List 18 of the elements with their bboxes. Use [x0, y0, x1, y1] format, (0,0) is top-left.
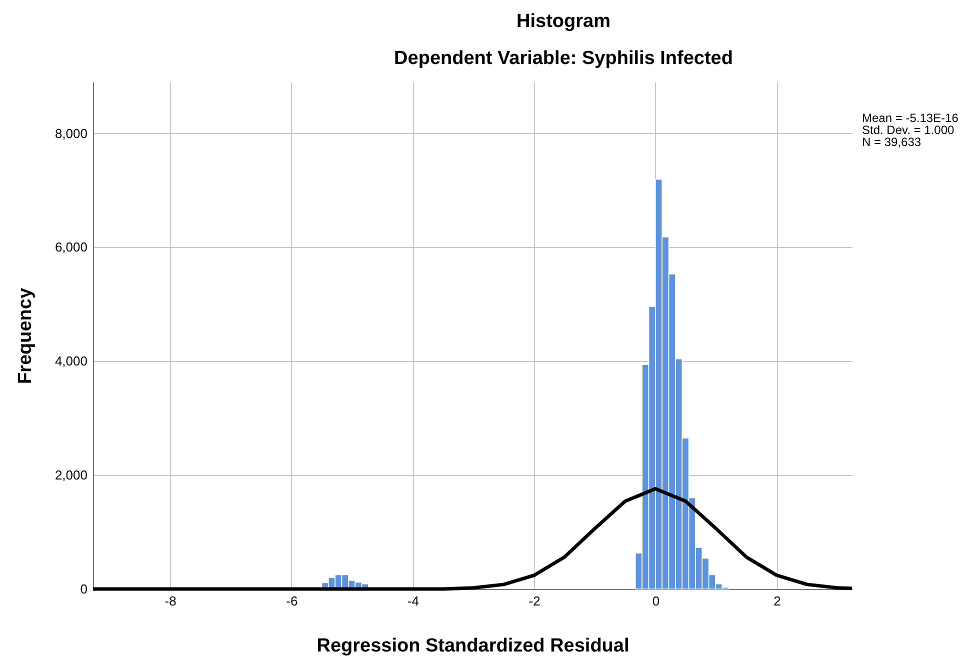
- y-tick-label: 8,000: [54, 126, 88, 141]
- y-tick-label: 2,000: [54, 468, 88, 483]
- x-tick-label: 2: [774, 594, 781, 608]
- y-axis-title: Frequency: [14, 288, 36, 384]
- text: Mean = -5.13E-16: [862, 111, 959, 125]
- y-tick-label: 6,000: [54, 240, 88, 255]
- x-tick-label: -2: [528, 594, 540, 608]
- x-tick-label: 0: [652, 594, 660, 608]
- chart-title: Histogram: [516, 11, 610, 32]
- text: Std. Dev. = 1.000: [862, 123, 954, 137]
- x-tick-label: -6: [286, 594, 298, 608]
- x-tick-label: -8: [164, 594, 176, 608]
- y-tick-label: 4,000: [54, 354, 88, 369]
- y-tick-label: 0: [80, 582, 88, 596]
- text: N = 39,633: [862, 135, 922, 149]
- chart-subtitle: Dependent Variable: Syphilis Infected: [394, 48, 733, 69]
- x-tick-label: -4: [407, 594, 420, 608]
- x-axis-title: Regression Standardized Residual: [316, 636, 630, 656]
